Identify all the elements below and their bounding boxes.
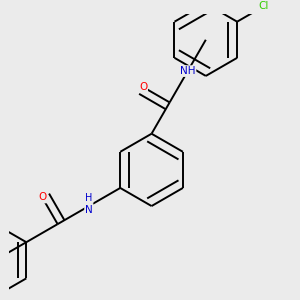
Text: H: H	[85, 193, 93, 203]
Text: N: N	[85, 205, 93, 215]
Text: O: O	[38, 193, 46, 202]
Text: Cl: Cl	[259, 1, 269, 11]
Text: O: O	[139, 82, 147, 92]
Text: NH: NH	[180, 66, 196, 76]
